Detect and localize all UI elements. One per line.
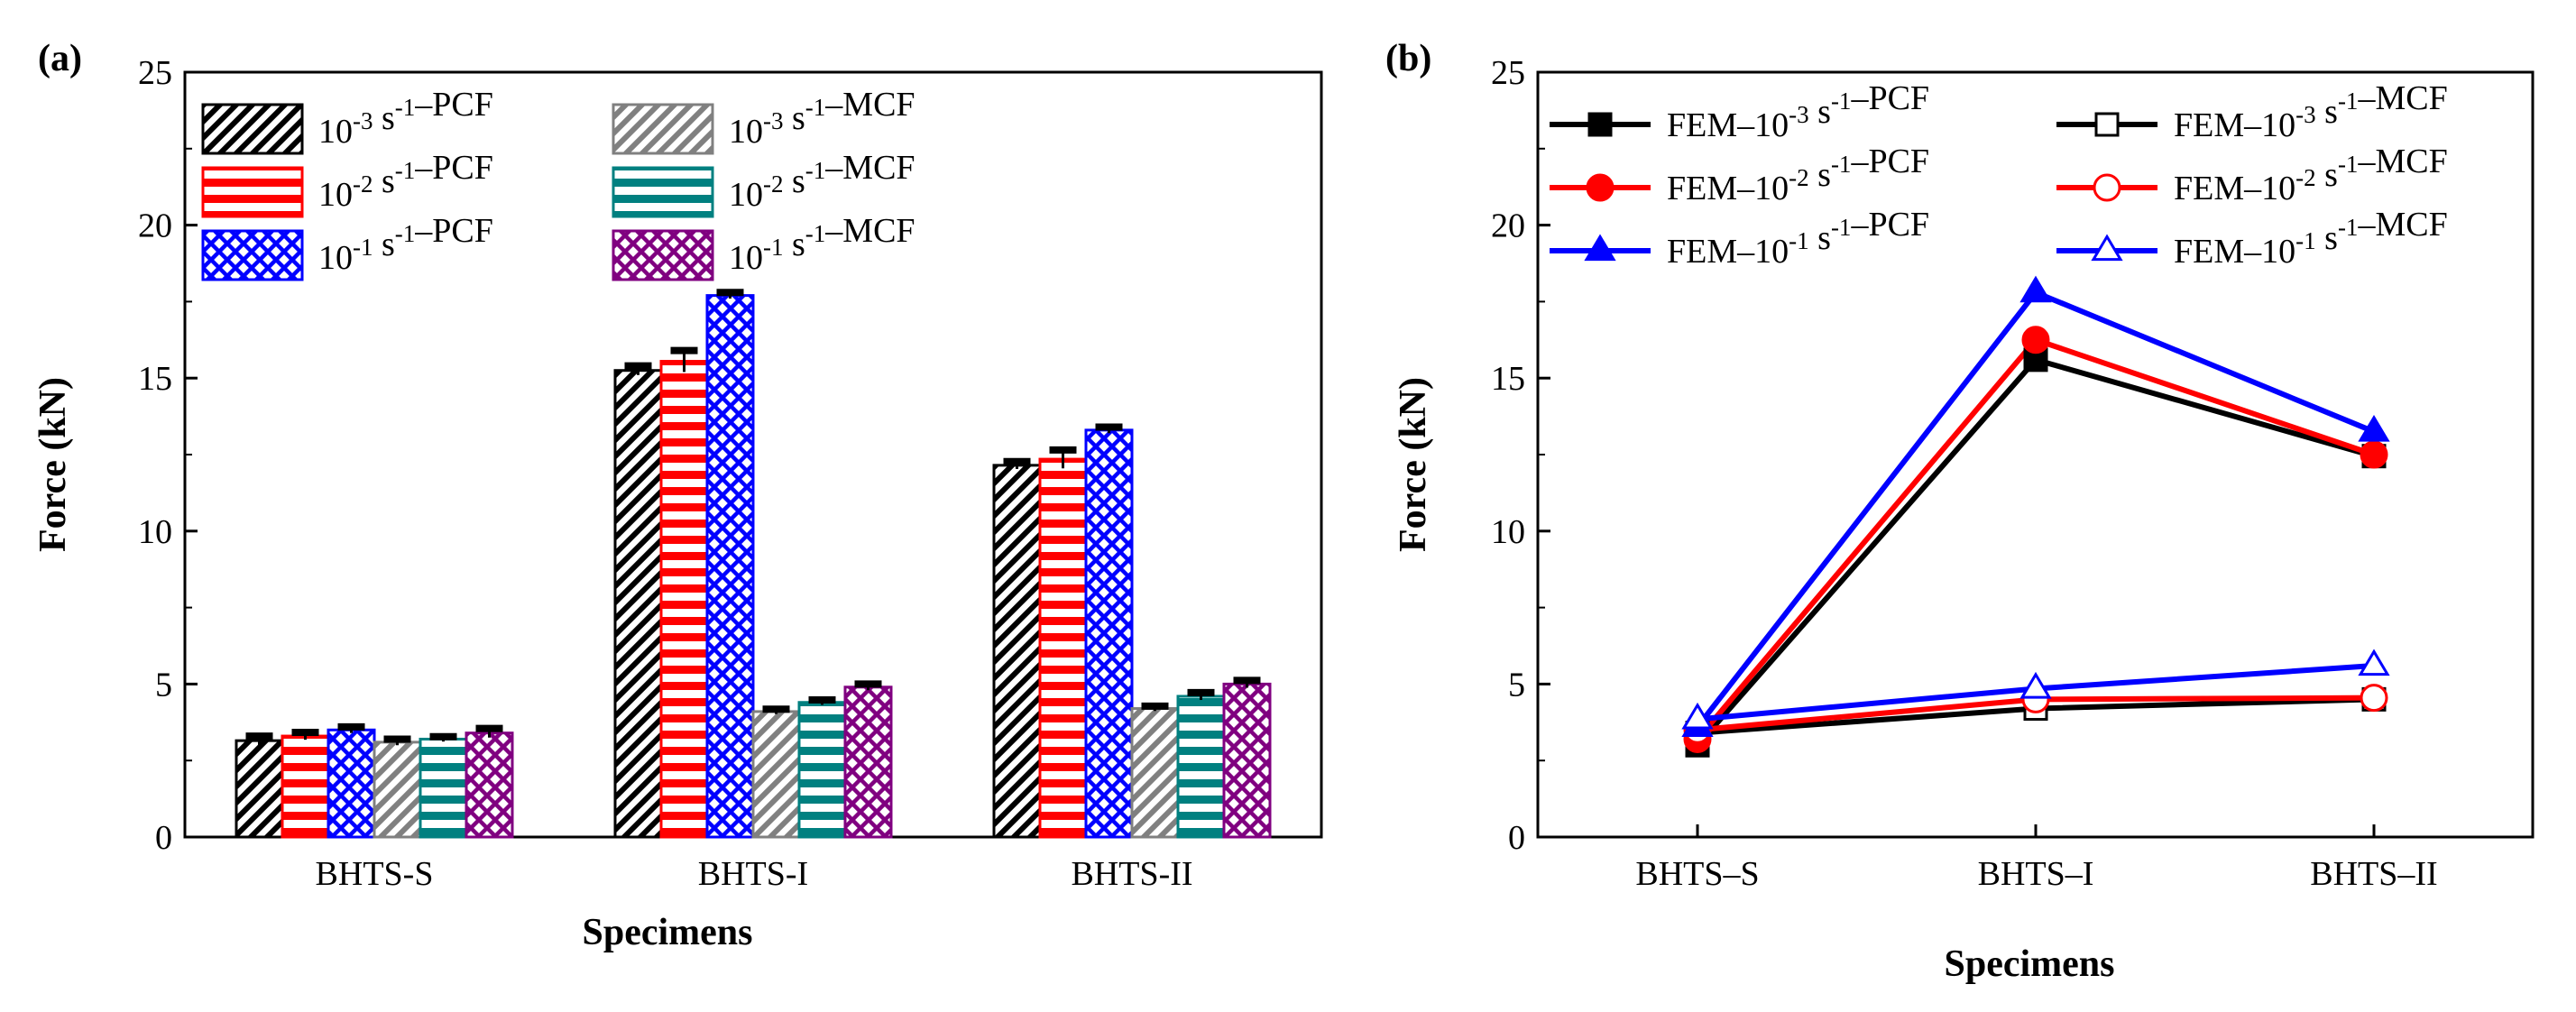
legend-entry-label: 10-3 s-1–MCF [729, 86, 915, 151]
bar [1222, 682, 1272, 839]
bar [373, 741, 422, 839]
legend-swatch [612, 103, 714, 155]
bar [1176, 695, 1226, 839]
bar [281, 734, 330, 839]
bar [659, 360, 709, 839]
legend-entry-label: FEM–10-3 s-1–PCF [1667, 79, 1929, 144]
legend-swatch [612, 166, 714, 218]
legend-swatch [201, 103, 304, 155]
legend-swatch [201, 166, 304, 218]
panel-b-y-axis-title: Force (kN) [1393, 377, 1434, 552]
legend-entry-label: FEM–10-1 s-1–PCF [1667, 206, 1929, 271]
legend-entry-label: 10-1 s-1–MCF [729, 212, 915, 277]
panel-b-label: (b) [1385, 38, 1431, 79]
bar [797, 701, 847, 839]
panel-b-line-chart: (b) 0 5 10 15 20 25 BHTS–S BHTS–I BHTS–II FEM–10-… [1385, 38, 2535, 985]
legend-entry-label: FEM–10-2 s-1–MCF [2174, 143, 2448, 207]
bar [751, 710, 801, 839]
panel-a-y-tick-label: 10 [138, 513, 172, 551]
panel-b-y-tick-label: 0 [1508, 819, 1525, 857]
panel-b-x-tick-label: BHTS–II [2310, 855, 2437, 893]
bar [465, 731, 514, 839]
panel-a-x-tick-label: BHTS-I [698, 855, 808, 893]
bar [235, 739, 284, 839]
bar [992, 464, 1042, 839]
panel-a-y-tick-label: 0 [155, 819, 172, 857]
panel-b-y-tick-label: 20 [1491, 207, 1525, 245]
bar [613, 369, 663, 839]
data-point [2021, 326, 2050, 354]
bar [705, 294, 755, 839]
panel-a-y-tick-label: 5 [155, 666, 172, 704]
legend-entry-label: 10-2 s-1–MCF [729, 149, 915, 214]
panel-a-y-tick-label: 20 [138, 207, 172, 245]
panel-b-x-tick-label: BHTS–S [1635, 855, 1759, 893]
panel-a-label: (a) [38, 38, 82, 79]
panel-a-y-axis-title: Force (kN) [32, 377, 74, 552]
legend-marker [1586, 173, 1615, 202]
legend-entry-label: 10-3 s-1–PCF [318, 86, 493, 151]
data-point [2358, 649, 2390, 676]
bar [1084, 428, 1134, 839]
data-point [1681, 702, 1714, 730]
legend-entry-label: FEM–10-3 s-1–MCF [2174, 79, 2448, 144]
panel-a-y-tick-label: 15 [138, 360, 172, 398]
legend-swatch [201, 229, 304, 281]
panel-b-plot-area: 0 5 10 15 20 25 BHTS–S BHTS–I BHTS–II FEM–10-3 s-… [1491, 54, 2535, 893]
bar [1130, 707, 1180, 839]
legend-entry-label: 10-2 s-1–PCF [318, 149, 493, 214]
data-point [2019, 275, 2052, 303]
panel-b-y-tick-label: 5 [1508, 666, 1525, 704]
legend-entry-label: 10-1 s-1–PCF [318, 212, 493, 277]
panel-b-x-tick-label: BHTS–I [1978, 855, 2094, 893]
legend-marker [2093, 173, 2121, 202]
panel-b-y-tick-label: 15 [1491, 360, 1525, 398]
panel-a-x-tick-label: BHTS-II [1071, 855, 1192, 893]
panel-b-x-axis-title: Specimens [1945, 943, 2115, 985]
data-point [2360, 440, 2388, 469]
bar [327, 728, 376, 839]
bar [843, 685, 893, 839]
panel-a-bar-chart: (a) 0 5 10 15 20 25 BHTS-S BHTS-I BHTS-II 10-3 s-… [32, 38, 1323, 953]
panel-a-plot-area: 0 5 10 15 20 25 BHTS-S BHTS-I BHTS-II 10-3 s-1–PC… [138, 54, 1323, 893]
legend-entry-label: FEM–10-2 s-1–PCF [1667, 143, 1929, 207]
legend-marker [2091, 234, 2123, 262]
legend-marker [1587, 112, 1613, 137]
legend-marker [1584, 234, 1616, 262]
legend-marker [2094, 112, 2120, 137]
panel-a-x-axis-title: Specimens [583, 912, 753, 953]
panel-b-y-tick-label: 10 [1491, 513, 1525, 551]
data-point [2019, 671, 2052, 699]
data-point [2358, 415, 2390, 442]
bar [1038, 457, 1088, 839]
data-point [2360, 684, 2388, 713]
panel-a-x-tick-label: BHTS-S [316, 855, 434, 893]
legend-swatch [612, 229, 714, 281]
panel-b-y-tick-label: 25 [1491, 54, 1525, 92]
bar [419, 737, 468, 839]
legend-entry-label: FEM–10-1 s-1–MCF [2174, 206, 2448, 271]
panel-a-y-tick-label: 25 [138, 54, 172, 92]
